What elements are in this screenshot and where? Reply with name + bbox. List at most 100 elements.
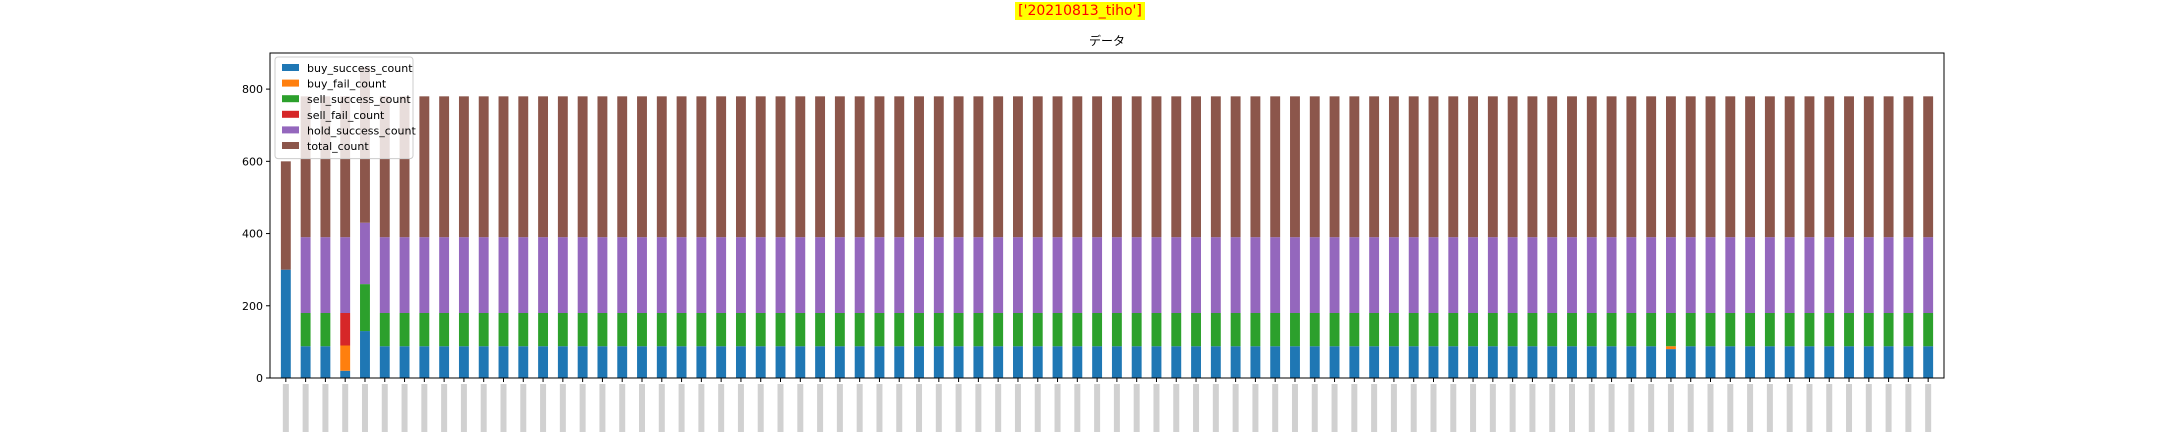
x-tick-label-blur-33: [935, 384, 942, 432]
bar-segment-buy_success_count-5: [379, 346, 390, 378]
x-tick-label-blur-61: [1489, 384, 1496, 432]
bar-segment-total_count-37: [1013, 96, 1023, 238]
bar-segment-total_count-22: [716, 96, 727, 238]
bar-segment-sell_success_count-30: [874, 313, 885, 347]
bar-segment-sell_success_count-49: [1250, 313, 1261, 347]
bar-segment-total_count-69: [1646, 96, 1657, 238]
x-tick-label-blur-68: [1628, 384, 1635, 432]
bar-segment-buy_success_count-17: [617, 346, 628, 378]
bar-segment-buy_success_count-61: [1487, 346, 1498, 378]
bar-segment-buy_success_count-81: [1883, 346, 1894, 378]
bar-segment-buy_success_count-54: [1349, 346, 1360, 378]
bar-segment-hold_success_count-5: [379, 237, 390, 313]
bar-segment-total_count-5: [379, 96, 390, 238]
bar-segment-hold_success_count-15: [577, 237, 588, 313]
x-tick-label-blur-58: [1430, 384, 1437, 432]
x-tick-label-blur-4: [361, 384, 368, 432]
bar-segment-buy_success_count-56: [1388, 346, 1399, 378]
bar-segment-buy_success_count-73: [1725, 346, 1736, 378]
bar-segment-buy_success_count-1: [300, 346, 311, 378]
bar-segment-hold_success_count-35: [973, 237, 984, 313]
x-tick-label-blur-1: [302, 384, 309, 432]
x-tick-label-blur-3: [342, 384, 349, 432]
bar-segment-buy_success_count-37: [1013, 346, 1023, 378]
bar-segment-total_count-74: [1745, 96, 1756, 238]
x-tick-label-blur-53: [1331, 384, 1338, 432]
bar-segment-hold_success_count-29: [854, 237, 865, 313]
bar-segment-buy_success_count-42: [1111, 346, 1122, 378]
bar-segment-sell_success_count-51: [1290, 313, 1300, 347]
bar-segment-hold_success_count-4: [360, 222, 370, 285]
x-tick-label-blur-54: [1351, 384, 1358, 432]
x-tick-label-blur-34: [955, 384, 962, 432]
x-tick-label-blur-2: [322, 384, 329, 432]
y-axis-group: 0 200 400 600 800: [242, 83, 270, 385]
bar-segment-total_count-58: [1428, 96, 1439, 238]
bar-segment-total_count-2: [320, 96, 331, 238]
bar-segment-sell_success_count-17: [617, 313, 628, 347]
bar-segment-buy_success_count-41: [1092, 346, 1103, 378]
bar-segment-sell_success_count-72: [1705, 313, 1716, 347]
bar-segment-buy_success_count-15: [577, 346, 588, 378]
x-tick-label-blur-80: [1865, 384, 1872, 432]
bar-segment-hold_success_count-66: [1586, 237, 1597, 313]
bar-segment-total_count-20: [676, 96, 687, 238]
bar-segment-buy_success_count-48: [1230, 346, 1241, 378]
bar-segment-hold_success_count-21: [696, 237, 707, 313]
bar-segment-sell_success_count-35: [973, 313, 984, 347]
legend-label-total_count: total_count: [307, 140, 369, 153]
bar-segment-hold_success_count-19: [656, 237, 667, 313]
legend-label-sell_fail_count: sell_fail_count: [307, 109, 385, 122]
x-tick-label-blur-10: [480, 384, 487, 432]
bar-segment-hold_success_count-8: [439, 237, 450, 313]
x-tick-label-blur-0: [282, 384, 289, 432]
plot-frame: [269, 52, 1945, 379]
bar-segment-total_count-35: [973, 96, 984, 238]
x-tick-label-blur-28: [836, 384, 843, 432]
x-tick-label-blur-19: [658, 384, 665, 432]
bar-segment-total_count-56: [1388, 96, 1399, 238]
bar-segment-buy_success_count-80: [1863, 346, 1874, 378]
bar-segment-buy_success_count-64: [1547, 346, 1558, 378]
bar-segment-hold_success_count-53: [1329, 237, 1340, 313]
x-tick-label-blur-52: [1311, 384, 1318, 432]
legend: buy_success_count buy_fail_count sell_succ…: [274, 56, 416, 160]
bar-segment-sell_success_count-59: [1448, 313, 1459, 347]
bar-segment-hold_success_count-67: [1606, 237, 1617, 313]
bar-segment-sell_success_count-9: [458, 313, 469, 347]
bar-segment-buy_success_count-2: [320, 346, 331, 378]
bar-segment-hold_success_count-3: [340, 237, 351, 313]
bar-segment-buy_success_count-26: [795, 346, 806, 378]
bar-segment-sell_success_count-20: [676, 313, 687, 347]
bar-segment-buy_success_count-23: [735, 346, 746, 378]
bar-segment-sell_success_count-16: [597, 313, 608, 347]
bar-segment-sell_success_count-47: [1210, 313, 1221, 347]
bar-segment-sell_success_count-38: [1032, 313, 1043, 347]
bar-segment-total_count-67: [1606, 96, 1617, 238]
x-tick-label-blur-73: [1727, 384, 1734, 432]
x-tick-label-blur-75: [1766, 384, 1773, 432]
bar-segment-total_count-54: [1349, 96, 1360, 238]
bar-segment-buy_success_count-70: [1665, 349, 1676, 378]
bar-segment-hold_success_count-9: [458, 237, 469, 313]
bar-segment-buy_success_count-68: [1626, 346, 1637, 378]
bar-segment-sell_success_count-21: [696, 313, 707, 347]
bar-segment-buy_success_count-43: [1131, 346, 1142, 378]
bar-segment-buy_success_count-79: [1844, 346, 1854, 378]
x-tick-label-blur-5: [381, 384, 388, 432]
bar-segment-buy_success_count-27: [815, 346, 826, 378]
chart-title: データ: [1089, 33, 1125, 48]
bar-segment-sell_success_count-36: [993, 313, 1004, 347]
bar-segment-hold_success_count-59: [1448, 237, 1459, 313]
bar-segment-hold_success_count-31: [894, 237, 905, 313]
bar-segment-total_count-15: [577, 96, 588, 238]
x-tick-label-blur-51: [1291, 384, 1298, 432]
x-tick-label-blur-66: [1588, 384, 1595, 432]
bar-segment-hold_success_count-23: [735, 237, 746, 313]
bar-segment-hold_success_count-12: [518, 237, 529, 313]
bar-segment-buy_success_count-7: [419, 346, 430, 378]
bar-segment-sell_success_count-1: [300, 313, 311, 347]
bar-segment-buy_success_count-69: [1646, 346, 1657, 378]
bar-segment-buy_success_count-82: [1903, 346, 1914, 378]
bar-segment-buy_success_count-33: [933, 346, 944, 378]
